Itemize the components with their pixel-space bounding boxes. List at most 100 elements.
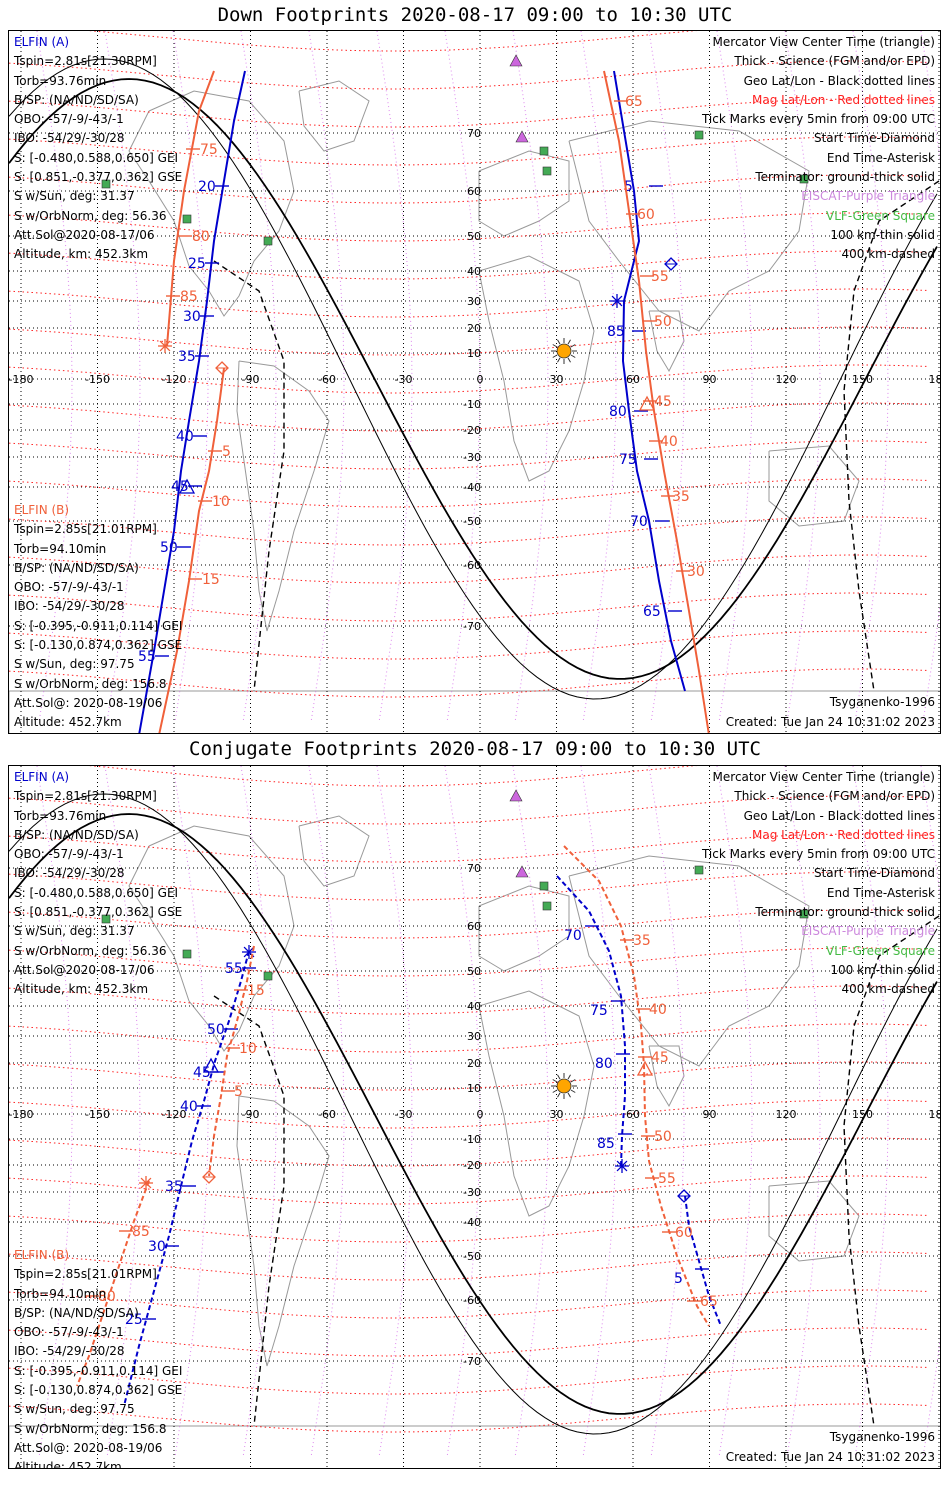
- panel1-elfin-a-line: Att.Sol@2020-08-17/06: [14, 227, 155, 242]
- coastline: [648, 310, 685, 373]
- lon-tick-label: -150: [85, 373, 110, 386]
- legend-item: Mercator View Center Time (triangle): [712, 770, 935, 784]
- mag-lat-line: [9, 250, 930, 280]
- elfin-b-tick-label: 65: [625, 94, 643, 110]
- lat-tick-label: 50: [467, 230, 481, 243]
- panel1-map: -180-150-120-90-60-300306090120150180706…: [8, 30, 941, 734]
- mag-lat-line: [9, 440, 930, 470]
- elfin-a-track: [123, 950, 250, 1407]
- lon-tick-label: -120: [162, 1108, 187, 1121]
- lat-tick-label: -40: [463, 1216, 481, 1229]
- lon-tick-label: 120: [776, 1108, 797, 1121]
- panel2-elfin-b-line: S w/Sun, deg: 97.75: [14, 1402, 135, 1417]
- lon-tick-label: -60: [318, 1108, 336, 1121]
- elfin-a-tick-label: 35: [178, 349, 196, 365]
- lon-tick-label: 90: [703, 373, 717, 386]
- elfin-b-tick-label: 40: [649, 1002, 667, 1018]
- panel2-elfin-a-title: ELFIN (A): [14, 770, 70, 784]
- vlf-square: [182, 214, 192, 224]
- lat-tick-label: 20: [467, 322, 481, 335]
- elfin-b-tick-label: 80: [192, 229, 210, 245]
- panel1-elfin-a-line: S w/OrbNorm, deg: 56.36: [14, 208, 167, 223]
- panel1-elfin-a-line: Tspin=2.81s[21.30RPM]: [14, 54, 157, 69]
- lat-tick-label: 70: [467, 862, 481, 875]
- mag-lon-line: [648, 766, 685, 1457]
- panel2-created: Created: Tue Jan 24 10:31:02 2023: [725, 1450, 935, 1464]
- lat-tick-label: -10: [463, 398, 481, 411]
- lat-tick-label: 10: [467, 347, 481, 360]
- elfin-a-center-triangle: [178, 478, 196, 494]
- legend-item: Thick - Science (FGM and/or EPD): [734, 789, 935, 804]
- mag-lon-line: [376, 766, 413, 1457]
- elfin-a-tick-label: 65: [643, 604, 661, 620]
- sun-ray-icon: [570, 1079, 576, 1083]
- panel1-title: Down Footprints 2020-08-17 09:00 to 10:3…: [217, 4, 733, 26]
- mag-lat-line: [9, 1061, 930, 1091]
- mag-lat-line: [9, 60, 930, 90]
- panel1-elfin-a-block: ELFIN (A) Tspin=2.81s[21.30RPM] Torb=93.…: [14, 33, 182, 265]
- legend-item: 100 km-thin solid: [830, 962, 935, 977]
- legend-item: 100 km-thin solid: [830, 227, 935, 242]
- elfin-b-track: [158, 367, 225, 733]
- panel2-elfin-a-line: S: [0.851,-0.377,0.362] GSE: [14, 905, 183, 920]
- panel1-elfin-b-line: S: [-0.130,0.874,0.362] GSE: [14, 638, 183, 653]
- mag-lat-line: [9, 1365, 930, 1395]
- elfin-b-tick-label: 45: [654, 394, 672, 410]
- panel2-elfin-b-line: Torb=94.10min: [14, 1286, 107, 1301]
- elfin-a-tick-label: 80: [609, 404, 627, 420]
- coastline: [236, 1095, 330, 1367]
- panel2-elfin-b-line: S: [-0.130,0.874,0.362] GSE: [14, 1383, 183, 1398]
- lat-tick-label: 10: [467, 1082, 481, 1095]
- panel2-model: Tsyganenko-1996: [829, 1430, 935, 1444]
- panel2-elfin-a-line: OBO: -57/-9/-43/-1: [14, 847, 124, 862]
- legend-item: Mercator View Center Time (triangle): [712, 35, 935, 49]
- mag-lat-line: [9, 402, 930, 432]
- coastline: [236, 360, 330, 632]
- lat-tick-label: 70: [467, 127, 481, 140]
- coastline: [478, 990, 595, 1217]
- elfin-a-tick-label: 75: [619, 452, 637, 468]
- lat-tick-label: -70: [463, 620, 481, 633]
- mag-lat-line: [9, 288, 930, 318]
- vlf-square: [799, 174, 809, 184]
- legend-item: EISCAT-Purple Triangle: [801, 924, 935, 939]
- elfin-b-track: [208, 945, 255, 1177]
- mag-lon-line: [920, 31, 940, 722]
- panel2-title: Conjugate Footprints 2020-08-17 09:00 to…: [189, 738, 761, 760]
- lon-tick-label: 60: [626, 373, 640, 386]
- panel1-map-canvas: -180-150-120-90-60-300306090120150180706…: [9, 31, 942, 733]
- panel2-elfin-b-block: ELFIN (B) Tspin=2.85s[21.01RPM] Torb=94.…: [14, 1246, 183, 1468]
- mag-lat-line: [9, 592, 930, 622]
- legend-item: VLF-Green Square: [826, 208, 935, 223]
- vlf-square: [542, 166, 552, 176]
- elfin-b-tick-label: 30: [687, 564, 705, 580]
- lat-tick-label: -60: [463, 559, 481, 572]
- elfin-b-track: [603, 70, 710, 733]
- mag-lon-line: [852, 766, 889, 1457]
- mag-lon-line: [104, 766, 141, 1457]
- elfin-a-tick-label: 40: [180, 1099, 198, 1115]
- lon-tick-label: 90: [703, 1108, 717, 1121]
- panel1-elfin-a-line: IBO: -54/29/-30/28: [14, 131, 125, 146]
- mag-lon-line: [648, 31, 685, 722]
- lat-tick-label: 50: [467, 965, 481, 978]
- panel2-elfin-b-line: S: [-0.395,-0.911,0.114] GEI: [14, 1363, 183, 1378]
- legend-item: Thick - Science (FGM and/or EPD): [734, 54, 935, 69]
- legend-item: Geo Lat/Lon - Black dotted lines: [743, 808, 935, 823]
- panel1-elfin-b-line: Altitude: 452.7km: [14, 715, 122, 730]
- panel1-elfin-b-line: IBO: -54/29/-30/28: [14, 599, 125, 614]
- mag-lat-line: [87, 766, 698, 787]
- mag-lat-line: [9, 630, 930, 660]
- elfin-a-start-diamond: [677, 1189, 691, 1203]
- lon-tick-label: 180: [929, 373, 942, 386]
- elfin-b-tick-label: 15: [247, 983, 265, 999]
- panel2-elfin-a-line: Att.Sol@2020-08-17/06: [14, 962, 155, 977]
- lat-tick-label: -20: [463, 424, 481, 437]
- legend-item: 400 km-dashed: [841, 982, 935, 997]
- elfin-a-track: [684, 1195, 722, 1327]
- elfin-b-center-triangle: [636, 1060, 654, 1076]
- mag-lat-line: [9, 1403, 930, 1433]
- mag-lon-line: [36, 31, 73, 722]
- panel1-elfin-b-line: S w/OrbNorm, deg: 156.8: [14, 676, 167, 691]
- sun-ray-icon: [552, 1089, 558, 1093]
